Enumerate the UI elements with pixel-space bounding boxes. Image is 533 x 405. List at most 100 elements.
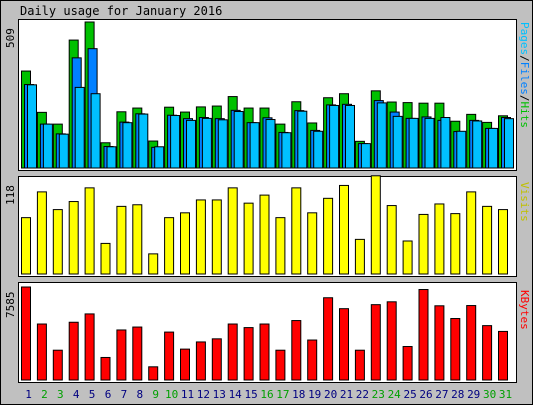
kbytes-bar — [148, 366, 159, 381]
pages-bar — [329, 104, 340, 169]
kbytes-bar — [482, 325, 493, 381]
kbytes-bar — [418, 289, 429, 381]
day-tick-label: 21 — [340, 388, 353, 401]
day-tick-label: 31 — [499, 388, 512, 401]
kbytes-bar — [370, 304, 381, 381]
visits-bar — [354, 238, 365, 275]
visits-bar — [307, 212, 318, 275]
day-tick-label: 22 — [356, 388, 369, 401]
day-tick-label: 25 — [403, 388, 416, 401]
visits-bar — [498, 209, 508, 275]
visits-bar — [100, 242, 111, 275]
kbytes-bar — [100, 356, 111, 381]
day-tick-label: 6 — [105, 388, 112, 401]
visits-bar — [195, 199, 206, 275]
pages-bar — [170, 115, 181, 169]
kbytes-bar — [275, 349, 286, 381]
pages-bar — [74, 86, 85, 169]
kbytes-bar — [36, 323, 47, 381]
visits-bar — [323, 197, 334, 275]
visits-bar — [227, 187, 238, 275]
kbytes-bar — [339, 308, 349, 381]
pages-bar — [201, 117, 212, 169]
visits-bar — [291, 187, 302, 275]
kbytes-bar — [354, 349, 365, 381]
visits-bar — [68, 201, 79, 275]
kbytes-bar — [132, 326, 143, 381]
pages-bar — [106, 146, 117, 169]
pages-bar — [249, 122, 260, 169]
pages-bar — [408, 117, 419, 169]
kbytes-bar — [386, 301, 397, 381]
visits-bar — [434, 203, 445, 275]
day-tick-label: 23 — [372, 388, 385, 401]
pages-bar — [281, 132, 292, 169]
pages-bar — [456, 130, 467, 169]
day-tick-label: 3 — [57, 388, 64, 401]
kbytes-bar — [227, 323, 238, 381]
kbytes-bar — [164, 331, 175, 381]
pages-bar — [186, 119, 196, 169]
day-tick-label: 13 — [213, 388, 226, 401]
visits-bar — [148, 253, 159, 275]
visits-bar — [418, 213, 429, 275]
day-tick-label: 14 — [229, 388, 243, 401]
day-tick-label: 28 — [451, 388, 464, 401]
kbytes-bar — [68, 321, 79, 381]
pages-bar — [27, 84, 37, 169]
chart-title: Daily usage for January 2016 — [20, 4, 223, 18]
pages-bar — [217, 119, 228, 169]
day-tick-label: 16 — [260, 388, 273, 401]
pages-bar — [233, 110, 244, 169]
day-tick-label: 10 — [165, 388, 178, 401]
day-tick-label: 1 — [25, 388, 32, 401]
pages-bar — [313, 130, 324, 169]
pages-bar — [424, 117, 435, 169]
visits-bar — [21, 217, 31, 275]
day-tick-label: 20 — [324, 388, 337, 401]
visits-bar — [370, 175, 381, 275]
pages-bar — [440, 117, 451, 169]
pages-bar — [392, 115, 403, 169]
day-tick-label: 27 — [435, 388, 448, 401]
visits-bar — [132, 204, 143, 275]
kbytes-bar — [211, 338, 222, 381]
pages-bar — [265, 119, 276, 169]
visits-bar — [386, 205, 397, 275]
pages-bar — [360, 143, 371, 169]
pages-bar — [504, 118, 514, 169]
day-tick-label: 19 — [308, 388, 321, 401]
pages-bar — [376, 102, 387, 169]
pages-bar — [58, 133, 69, 169]
day-tick-label: 30 — [483, 388, 496, 401]
kbytes-bar — [259, 323, 270, 381]
pages-bar — [90, 93, 101, 169]
kbytes-bar — [84, 313, 95, 381]
day-tick-label: 15 — [244, 388, 257, 401]
visits-bar — [164, 217, 175, 275]
pages-bar — [472, 120, 483, 169]
pages-bar — [488, 127, 499, 169]
visits-bar — [402, 240, 413, 275]
visits-bar — [482, 205, 493, 275]
visits-bar — [211, 199, 222, 275]
kbytes-bar — [116, 329, 127, 381]
day-tick-label: 29 — [467, 388, 480, 401]
day-tick-label: 12 — [197, 388, 210, 401]
kbytes-bar — [52, 349, 63, 381]
kbytes-bar — [180, 348, 190, 381]
visits-bar — [466, 191, 477, 275]
pages-bar — [154, 146, 165, 169]
pages-bar — [122, 122, 133, 169]
day-tick-label: 7 — [121, 388, 128, 401]
visits-bar — [180, 212, 190, 275]
pages-bar — [297, 110, 308, 169]
visits-bar — [275, 217, 286, 275]
kbytes-bar — [323, 297, 334, 381]
day-tick-label: 17 — [276, 388, 289, 401]
day-tick-label: 26 — [419, 388, 432, 401]
kbytes-bar — [402, 346, 413, 381]
kbytes-bar — [21, 286, 31, 381]
kbytes-bar — [498, 330, 508, 381]
